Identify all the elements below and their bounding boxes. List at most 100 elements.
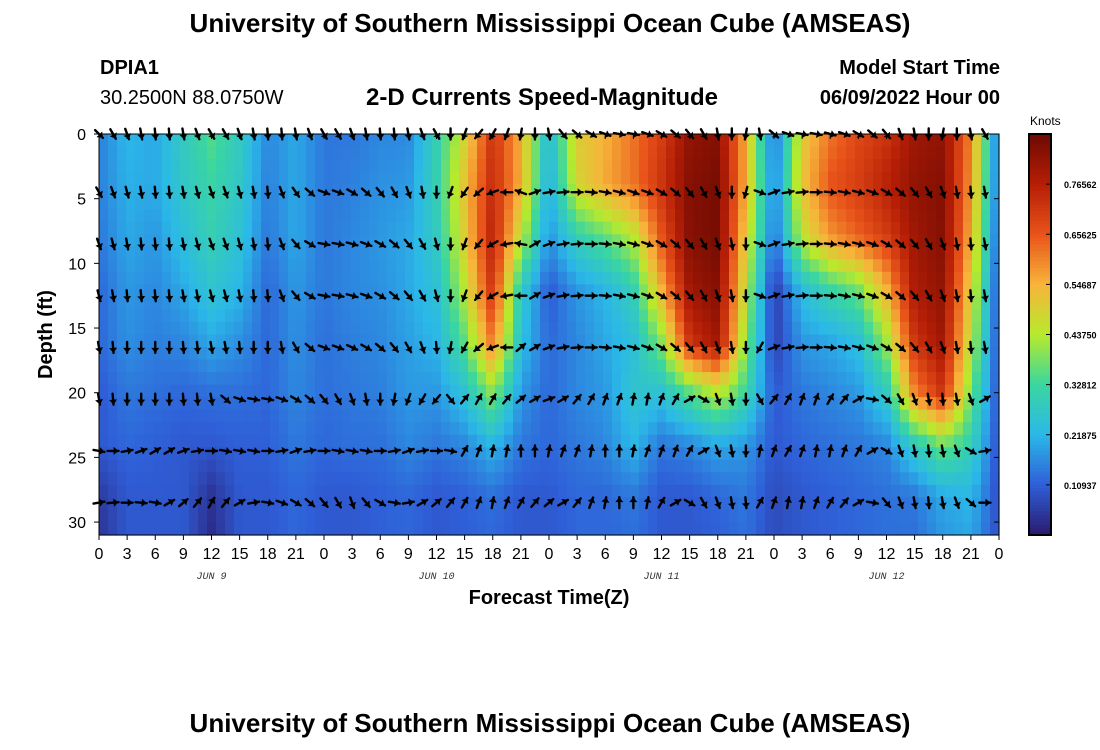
heatmap-cell — [306, 522, 316, 536]
heatmap-cell — [936, 309, 946, 323]
heatmap-cell — [846, 472, 856, 486]
heatmap-cell — [846, 397, 856, 411]
heatmap-cell — [162, 384, 172, 398]
heatmap-cell — [207, 447, 217, 461]
colorbar-segment — [1029, 511, 1051, 516]
current-vector-arrowhead — [659, 188, 667, 196]
heatmap-cell — [153, 522, 163, 536]
heatmap-cell — [441, 509, 451, 524]
heatmap-cell — [387, 347, 397, 361]
heatmap-cell — [198, 159, 208, 173]
heatmap-cell — [450, 209, 460, 223]
heatmap-cell — [702, 447, 712, 461]
current-vector-arrowhead — [686, 293, 694, 300]
heatmap-cell — [567, 284, 577, 298]
current-vector-arrowhead — [643, 497, 652, 503]
heatmap-cell — [351, 209, 361, 223]
heatmap-cell — [828, 447, 838, 461]
heatmap-cell — [576, 409, 586, 423]
heatmap-cell — [819, 447, 829, 461]
x-tick-label: 0 — [995, 546, 1004, 563]
heatmap-cell — [279, 221, 289, 235]
heatmap-cell — [882, 134, 892, 148]
heatmap-cell — [567, 271, 577, 285]
colorbar-segment — [1029, 354, 1051, 359]
heatmap-cell — [747, 359, 757, 373]
heatmap-cell — [486, 384, 496, 398]
heatmap-cell — [324, 522, 334, 536]
heatmap-cell — [972, 472, 982, 486]
heatmap-cell — [963, 384, 973, 398]
current-vector-arrowhead — [545, 445, 554, 452]
heatmap-cell — [387, 134, 397, 148]
heatmap-cell — [558, 384, 568, 398]
heatmap-cell — [774, 359, 784, 373]
heatmap-cell — [621, 184, 631, 198]
current-vector-arrowhead — [165, 399, 174, 405]
heatmap-cell — [351, 347, 361, 361]
heatmap-cell — [765, 484, 775, 499]
heatmap-cell — [99, 221, 109, 235]
heatmap-cell — [954, 234, 964, 248]
heatmap-cell — [513, 472, 523, 486]
heatmap-cell — [243, 284, 253, 298]
current-vector-arrowhead — [939, 294, 947, 301]
heatmap-cell — [918, 409, 928, 423]
current-vector-arrowhead — [530, 445, 539, 451]
current-vector-arrowhead — [193, 295, 202, 302]
colorbar-segment — [1029, 471, 1051, 476]
heatmap-cell — [387, 447, 397, 461]
heatmap-cell — [261, 234, 271, 248]
heatmap-cell — [540, 509, 550, 524]
heatmap-cell — [720, 497, 730, 511]
heatmap-cell — [297, 509, 307, 524]
heatmap-cell — [990, 372, 1000, 386]
heatmap-cell — [621, 372, 631, 386]
heatmap-cell — [918, 284, 928, 298]
heatmap-cell — [603, 334, 613, 348]
heatmap-cell — [657, 209, 667, 223]
current-vector-arrowhead — [884, 447, 892, 455]
heatmap-cell — [936, 209, 946, 223]
heatmap-cell — [468, 271, 478, 285]
heatmap-cell — [684, 234, 694, 248]
heatmap-cell — [828, 209, 838, 223]
heatmap-cell — [261, 434, 271, 448]
heatmap-cell — [576, 359, 586, 373]
heatmap-cell — [783, 159, 793, 173]
colorbar-segment — [1029, 267, 1051, 272]
heatmap-cell — [531, 384, 541, 398]
heatmap-cell — [459, 309, 469, 323]
current-vector-arrowhead — [221, 347, 230, 353]
current-vector-arrowhead — [475, 293, 482, 300]
heatmap-cell — [621, 171, 631, 185]
heatmap-cell — [486, 284, 496, 298]
colorbar-segment — [1029, 347, 1051, 352]
current-vector-arrowhead — [643, 393, 652, 400]
heatmap-cell — [324, 372, 334, 386]
heatmap-cell — [216, 497, 226, 511]
heatmap-cell — [927, 234, 937, 248]
heatmap-cell — [819, 146, 829, 160]
heatmap-cell — [315, 472, 325, 486]
heatmap-cell — [774, 409, 784, 423]
heatmap-cell — [468, 384, 478, 398]
heatmap-cell — [792, 422, 802, 436]
heatmap-cell — [387, 522, 397, 536]
heatmap-cell — [576, 472, 586, 486]
colorbar-segment — [1029, 157, 1051, 162]
heatmap-cell — [351, 497, 361, 511]
heatmap-cell — [909, 146, 919, 160]
heatmap-cell — [144, 472, 154, 486]
heatmap-cell — [351, 522, 361, 536]
heatmap-cell — [324, 171, 334, 185]
heatmap-cell — [900, 234, 910, 248]
heatmap-cell — [135, 347, 145, 361]
heatmap-cell — [522, 209, 532, 223]
heatmap-cell — [900, 171, 910, 185]
heatmap-cell — [180, 484, 190, 499]
heatmap-cell — [414, 271, 424, 285]
heatmap-cell — [468, 296, 478, 311]
heatmap-cell — [702, 296, 712, 311]
current-vector-arrowhead — [830, 240, 836, 248]
